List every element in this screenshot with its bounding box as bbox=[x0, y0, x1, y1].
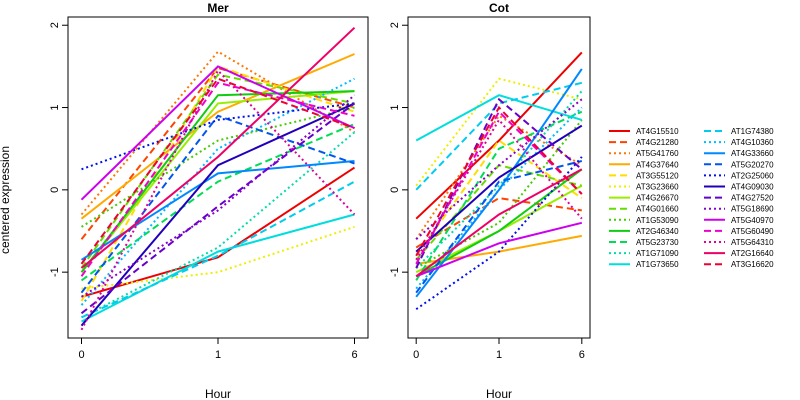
series-line bbox=[80, 102, 356, 315]
legend-label: AT4G33660 bbox=[731, 149, 774, 158]
series-line bbox=[415, 68, 583, 298]
legend: AT4G15510 AT4G21280 AT5G41760 AT4G37640 AT3G… bbox=[605, 121, 800, 279]
series-line bbox=[80, 102, 355, 327]
legend-label: AT1G71090 bbox=[636, 249, 679, 258]
legend-label: AT4G09030 bbox=[731, 183, 774, 192]
series-line bbox=[81, 225, 355, 290]
series-line bbox=[80, 94, 356, 298]
series-line bbox=[80, 53, 355, 220]
legend-label: AT3G55120 bbox=[636, 171, 679, 180]
y-tick-label: 0 bbox=[389, 187, 401, 193]
series-line bbox=[415, 81, 583, 191]
legend-label: AT4G15510 bbox=[636, 127, 679, 136]
series-line bbox=[415, 110, 583, 265]
legend-label: AT1G73650 bbox=[636, 260, 679, 269]
series-line bbox=[80, 90, 355, 273]
legend-label: AT4G27520 bbox=[731, 194, 774, 203]
series-line bbox=[415, 77, 583, 187]
y-axis-label: centered expression bbox=[0, 146, 12, 254]
series-line bbox=[415, 105, 583, 257]
panels: Mer 0 1 6 -1 0 1 2 Hour Cot 0 1 6 -1 0 1 2 Hour bbox=[49, 1, 591, 400]
series-line bbox=[81, 102, 355, 171]
series-line bbox=[80, 114, 355, 294]
y-tick-label: 0 bbox=[49, 187, 61, 193]
series-line bbox=[415, 139, 583, 257]
panel-cot: Cot 0 1 6 -1 0 1 2 Hour bbox=[389, 1, 591, 400]
legend-label: AT4G26670 bbox=[636, 194, 679, 203]
series-line bbox=[415, 156, 583, 311]
legend-label: AT5G23730 bbox=[636, 238, 679, 247]
series-line bbox=[80, 81, 355, 277]
series-line bbox=[81, 131, 356, 319]
legend-label: AT2G25060 bbox=[731, 171, 774, 180]
series-line bbox=[80, 66, 355, 240]
series-line bbox=[415, 168, 583, 278]
legend-label: AT1G53090 bbox=[636, 216, 679, 225]
x-axis-label: Hour bbox=[486, 387, 512, 400]
panel-title: Cot bbox=[489, 1, 509, 15]
series-line bbox=[80, 65, 355, 302]
legend-label: AT5G40970 bbox=[731, 216, 774, 225]
series-line bbox=[415, 124, 583, 253]
y-tick-label: 2 bbox=[49, 22, 61, 28]
panel-title: Mer bbox=[207, 1, 229, 15]
x-axis-label: Hour bbox=[205, 387, 231, 400]
series-line bbox=[415, 110, 583, 281]
legend-label: AT5G18690 bbox=[731, 205, 774, 214]
legend-label: AT4G01660 bbox=[636, 205, 679, 214]
legend-box bbox=[605, 121, 800, 279]
series-line bbox=[80, 65, 355, 201]
x-tick-label: 1 bbox=[215, 349, 221, 361]
series-line bbox=[415, 97, 583, 269]
legend-label: AT5G64310 bbox=[731, 238, 774, 247]
series-line bbox=[415, 90, 583, 269]
legend-label: AT5G41760 bbox=[636, 149, 679, 158]
y-tick-label: 2 bbox=[389, 22, 401, 28]
series-line bbox=[415, 221, 583, 278]
series-line bbox=[415, 98, 583, 240]
series-line bbox=[80, 73, 355, 269]
legend-label: AT5G60490 bbox=[731, 227, 774, 236]
series-line bbox=[80, 68, 356, 331]
x-tick-label: 6 bbox=[579, 349, 585, 361]
legend-label: AT4G21280 bbox=[636, 138, 679, 147]
legend-label: AT4G10360 bbox=[731, 138, 774, 147]
y-tick-label: -1 bbox=[389, 267, 401, 277]
series-line bbox=[415, 94, 583, 142]
series-line bbox=[81, 213, 355, 323]
x-tick-label: 6 bbox=[351, 349, 357, 361]
legend-label: AT1G74380 bbox=[731, 127, 774, 136]
legend-label: AT5G20270 bbox=[731, 160, 774, 169]
legend-label: AT2G16640 bbox=[731, 249, 774, 258]
series-line bbox=[415, 106, 583, 290]
x-tick-label: 1 bbox=[496, 349, 502, 361]
legend-label: AT4G37640 bbox=[636, 160, 679, 169]
y-tick-label: 1 bbox=[49, 104, 61, 110]
series-line bbox=[81, 180, 355, 319]
panel-mer: Mer 0 1 6 -1 0 1 2 Hour bbox=[49, 1, 369, 400]
series-line bbox=[80, 26, 356, 269]
x-tick-label: 0 bbox=[78, 349, 84, 361]
series-line bbox=[80, 123, 355, 282]
x-tick-label: 0 bbox=[413, 349, 419, 361]
y-tick-label: -1 bbox=[49, 267, 61, 277]
series-line bbox=[80, 50, 356, 216]
series-line bbox=[415, 51, 583, 220]
legend-label: AT2G46340 bbox=[636, 227, 679, 236]
legend-label: AT3G16620 bbox=[731, 260, 774, 269]
series-line bbox=[415, 119, 583, 269]
legend-label: AT3G23660 bbox=[636, 183, 679, 192]
series-line bbox=[80, 106, 355, 228]
y-tick-label: 1 bbox=[389, 104, 401, 110]
